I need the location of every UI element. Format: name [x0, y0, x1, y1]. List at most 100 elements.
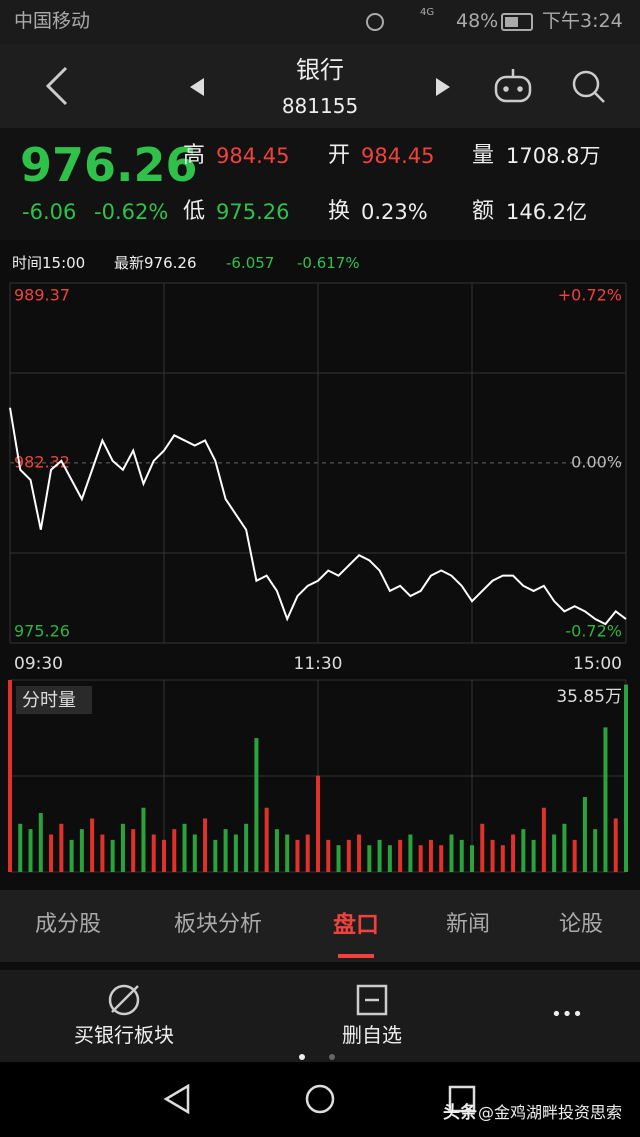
remove-button[interactable]: 删自选: [342, 1023, 402, 1047]
quote-panel: 976.26 -6.06 -0.62% 高 984.45 开 984.45 量 …: [0, 128, 640, 240]
volume-bar: [572, 839, 577, 872]
volume-bar: [69, 839, 74, 872]
volume-title-box: [16, 686, 92, 714]
header-icons: [45, 66, 605, 106]
y-tick-label: 975.26: [14, 622, 70, 641]
low: 975.26: [216, 200, 290, 224]
y2-tick-label: 0.00%: [571, 453, 622, 472]
volume-bar: [182, 823, 187, 872]
nav-back[interactable]: [163, 1083, 190, 1115]
x-tick-label: 09:30: [14, 654, 63, 674]
volume-bar: [49, 834, 54, 872]
volume-bar: [162, 839, 166, 872]
volume-bar: [357, 834, 362, 872]
open: 984.45: [361, 144, 435, 168]
info-change: -6.057: [226, 254, 275, 272]
volume-bar: [613, 818, 618, 872]
open-label: 开: [328, 143, 351, 168]
robot-button[interactable]: [494, 69, 532, 103]
volume-bar: [274, 829, 279, 872]
volume-bar: [387, 845, 392, 872]
header: 银行 881155: [0, 44, 640, 128]
volume-bar: [418, 845, 423, 872]
buy-button[interactable]: 买银行板块: [74, 1023, 174, 1047]
info-time: 时间15:00: [12, 254, 86, 272]
price: 976.26: [20, 138, 198, 192]
volume-bar: [172, 829, 177, 872]
nav-home[interactable]: [305, 1084, 335, 1114]
info-latest: 最新976.26: [114, 254, 197, 272]
status-bar: 中国移动 4G 48% 下午3:24: [0, 0, 640, 44]
volume-bar: [141, 807, 146, 872]
volume-bar: [511, 834, 516, 872]
y-tick-label: 989.37: [14, 286, 70, 305]
nav-icons: [163, 1083, 476, 1115]
volume-bar: [28, 829, 33, 872]
volume-bar: [449, 834, 454, 872]
volume-bar: [490, 839, 495, 872]
volume-bar: [38, 813, 43, 872]
x-tick-label: 11:30: [294, 654, 343, 674]
x-tick-label: 15:00: [573, 654, 622, 674]
volume-bar: [59, 823, 64, 872]
title: 银行: [296, 56, 344, 84]
volume-bar: [562, 823, 567, 872]
volume-bar: [223, 829, 228, 872]
volume-bar: [192, 834, 197, 872]
more-button[interactable]: •••: [551, 1004, 583, 1025]
volume-bar: [254, 738, 259, 872]
volume-bar: [264, 807, 269, 872]
volume-bar: [295, 839, 300, 872]
volume-bar: [500, 845, 505, 872]
tab-bar: 成分股 板块分析 盘口 新闻 论股: [0, 890, 640, 962]
watermark-brand: 头条: [443, 1103, 477, 1123]
y2-tick-label: -0.72%: [565, 622, 622, 641]
volume-title: 分时量: [22, 690, 76, 711]
volume-bar: [439, 845, 444, 872]
turnover-label: 换: [328, 199, 351, 224]
turnover: 0.23%: [361, 200, 428, 224]
high: 984.45: [216, 144, 290, 168]
volume-bar: [541, 807, 546, 872]
volume-bar: [151, 834, 156, 872]
back-button[interactable]: [45, 66, 68, 106]
volume-bar: [603, 727, 608, 872]
y-tick-label: 35.85万: [556, 687, 622, 707]
volume-bar: [244, 823, 249, 872]
prev-button[interactable]: [190, 78, 204, 96]
tab-indicator: [338, 954, 374, 958]
volume-bar: [233, 834, 238, 872]
volume-bar: [90, 818, 95, 872]
search-button[interactable]: [572, 70, 605, 103]
volume-bar: [377, 839, 382, 872]
network: 4G: [420, 7, 435, 18]
tab-active[interactable]: 盘口: [333, 912, 379, 938]
carrier: 中国移动: [14, 10, 91, 32]
volume-bar: [326, 839, 331, 872]
y2-tick-label: +0.72%: [558, 286, 622, 305]
nav-recent[interactable]: [448, 1085, 476, 1113]
volume-bar: [316, 775, 320, 872]
volume-bar: [593, 829, 598, 872]
volume-bar: [428, 839, 433, 872]
volume-bar: [305, 834, 310, 872]
next-button[interactable]: [436, 78, 450, 96]
remove-icon: [356, 984, 388, 1016]
info-change-pct: -0.617%: [297, 254, 360, 272]
tab[interactable]: 板块分析: [173, 912, 263, 937]
volume-bar: [470, 845, 474, 872]
tab[interactable]: 论股: [558, 912, 604, 937]
tab[interactable]: 成分股: [34, 912, 102, 937]
volume: 1708.8万: [506, 144, 601, 168]
volume-bar: [480, 823, 485, 872]
price-line: [9, 407, 627, 626]
tab[interactable]: 新闻: [445, 912, 491, 937]
volume-bar: [8, 680, 12, 872]
volume-bar: [531, 839, 536, 872]
amount: 146.2亿: [506, 200, 588, 224]
watermark-author: @金鸡湖畔投资思索: [478, 1103, 623, 1122]
nav-bar: 头条 @金鸡湖畔投资思索: [0, 1062, 640, 1137]
volume-bar: [203, 818, 208, 872]
volume-bar: [100, 834, 105, 872]
